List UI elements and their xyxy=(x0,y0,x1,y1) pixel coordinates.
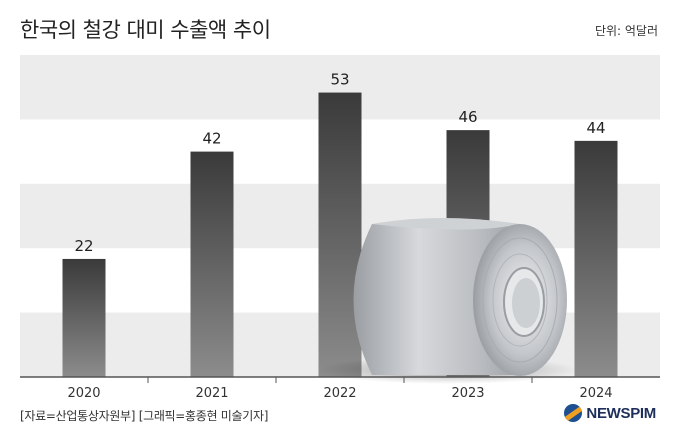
newspim-logo: NEWSPIM xyxy=(564,404,656,422)
bar-2024 xyxy=(574,140,618,377)
x-tick-label-2022: 2022 xyxy=(323,386,356,401)
value-label-2024: 44 xyxy=(586,119,605,137)
newspim-logo-icon xyxy=(564,404,583,422)
bar-2022 xyxy=(318,92,362,378)
value-label-2023: 46 xyxy=(458,108,477,126)
bar-2021 xyxy=(190,151,234,377)
value-label-2020: 22 xyxy=(74,237,93,255)
newspim-logo-text: NEWSPIM xyxy=(586,404,656,422)
x-tick-label-2024: 2024 xyxy=(579,386,612,401)
x-tick-label-2021: 2021 xyxy=(195,386,228,401)
x-tick-label-2020: 2020 xyxy=(67,386,100,401)
bar-2020 xyxy=(62,258,106,377)
value-label-2022: 53 xyxy=(330,71,349,89)
source-credit: [자료=산업통상자원부] [그래픽=홍종현 미술기자] xyxy=(20,409,269,423)
x-tick-label-2023: 2023 xyxy=(451,386,484,401)
value-label-2021: 42 xyxy=(202,130,221,148)
chart-title: 한국의 철강 대미 수출액 추이 xyxy=(20,18,271,42)
unit-label: 단위: 억달러 xyxy=(594,24,658,38)
